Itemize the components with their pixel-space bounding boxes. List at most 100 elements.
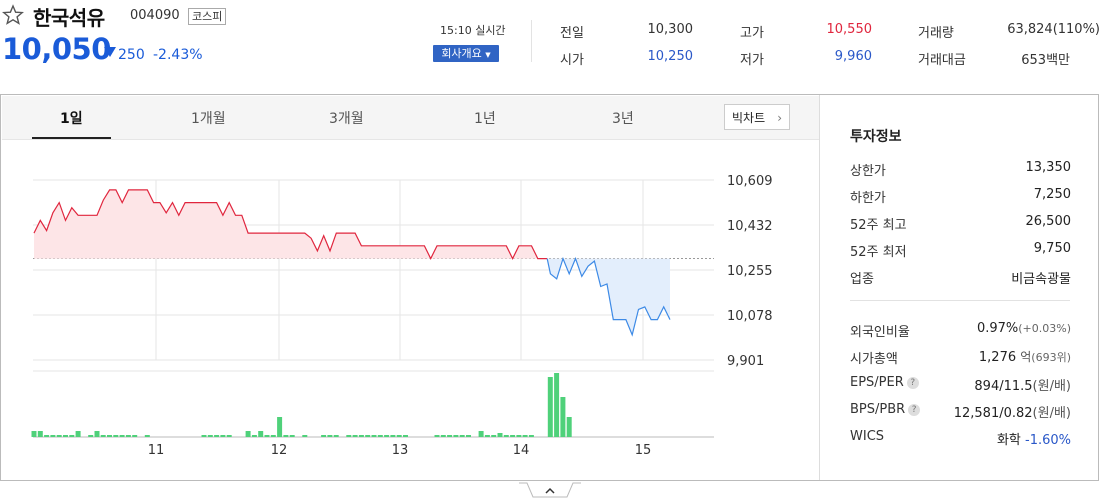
panel-divider bbox=[819, 95, 820, 480]
volume-bar bbox=[560, 397, 566, 437]
upper-limit-label: 상한가 bbox=[850, 164, 886, 179]
volume-bar bbox=[434, 435, 440, 437]
x-tick-label: 12 bbox=[271, 443, 288, 458]
volume-bar bbox=[377, 435, 383, 437]
header-divider bbox=[531, 20, 532, 62]
market-cap-rank: (693위) bbox=[1031, 351, 1071, 364]
prev-close-value: 10,300 bbox=[647, 22, 694, 37]
volume-bar bbox=[220, 435, 226, 437]
volume-bar bbox=[503, 435, 509, 437]
volume-bar bbox=[384, 435, 390, 437]
y-tick-label: 10,255 bbox=[727, 264, 773, 279]
eps-per-text: EPS/PER bbox=[850, 375, 904, 390]
low-52week-label: 52주 최저 bbox=[850, 245, 907, 260]
big-chart-button[interactable]: 빅차트 › bbox=[724, 104, 790, 130]
volume-bar bbox=[371, 435, 377, 437]
price-change-percent: -2.43% bbox=[153, 47, 203, 63]
eps-per-label: EPS/PER? bbox=[850, 375, 919, 390]
market-cap-label: 시가총액 bbox=[850, 352, 898, 367]
volume-bar bbox=[132, 435, 138, 437]
open-label: 시가 bbox=[560, 53, 584, 68]
volume-bar bbox=[491, 435, 497, 437]
volume-bar bbox=[264, 435, 270, 437]
volume-bar bbox=[226, 435, 232, 437]
volume-bar bbox=[302, 435, 308, 437]
volume-bar bbox=[88, 435, 94, 437]
low-52week-value: 9,750 bbox=[1033, 241, 1071, 256]
volume-bar bbox=[528, 435, 534, 437]
price-line bbox=[33, 189, 671, 337]
volume-bar bbox=[352, 435, 358, 437]
volume-label: 거래량 bbox=[918, 26, 954, 41]
sector-label: 업종 bbox=[850, 272, 874, 287]
foreign-ratio-label: 외국인비율 bbox=[850, 325, 910, 340]
volume-bar bbox=[283, 435, 289, 437]
tab-1year[interactable]: 1년 bbox=[474, 111, 496, 127]
stock-header: 한국석유 004090 코스피 10,050 250 -2.43% 15:10 … bbox=[0, 0, 1100, 92]
volume-bar bbox=[453, 435, 459, 437]
foreign-ratio-change: (+0.03%) bbox=[1018, 322, 1071, 335]
bps-pbr-unit: (원/배) bbox=[1032, 406, 1071, 421]
tab-1day[interactable]: 1일 bbox=[60, 111, 83, 127]
realtime-label: 15:10 실시간 bbox=[440, 24, 506, 37]
tab-1month[interactable]: 1개월 bbox=[191, 111, 226, 127]
high-label: 고가 bbox=[740, 26, 764, 41]
wics-label: WICS bbox=[850, 429, 885, 444]
y-tick-label: 10,078 bbox=[727, 309, 773, 324]
stock-code: 004090 bbox=[130, 8, 180, 23]
price-axis: 10,609 10,432 10,255 10,078 9,901 bbox=[727, 174, 773, 369]
tab-3year[interactable]: 3년 bbox=[612, 111, 634, 127]
intraday-chart[interactable]: 10,609 10,432 10,255 10,078 9,901 11 12 13 14 15 bbox=[1, 139, 819, 479]
volume-bar bbox=[484, 435, 490, 437]
prev-close-label: 전일 bbox=[560, 26, 584, 41]
volume-bar bbox=[403, 435, 408, 437]
caret-down-icon: ▼ bbox=[485, 51, 491, 59]
help-icon[interactable]: ? bbox=[906, 377, 919, 389]
chevron-up-icon bbox=[545, 487, 555, 494]
y-tick-label: 10,432 bbox=[727, 219, 773, 234]
period-tab-bar: 1일 1개월 3개월 1년 3년 빅차트 › bbox=[2, 96, 819, 140]
volume-bar bbox=[201, 435, 207, 437]
eps-per-value: 894/11.5(원/배) bbox=[871, 375, 1071, 394]
volume-bar bbox=[251, 435, 257, 437]
high-value: 10,550 bbox=[826, 22, 873, 37]
bps-pbr-value: 12,581/0.82(원/배) bbox=[871, 402, 1071, 421]
wics-sector[interactable]: 화학 bbox=[996, 433, 1021, 448]
wics-value: 화학 -1.60% bbox=[871, 429, 1071, 448]
tab-3month[interactable]: 3개월 bbox=[329, 111, 364, 127]
wics-change: -1.60% bbox=[1025, 433, 1071, 448]
price-area bbox=[34, 189, 670, 335]
volume-bar bbox=[277, 417, 283, 437]
bps-pbr-label: BPS/PBR? bbox=[850, 402, 921, 417]
volume-bar bbox=[258, 431, 264, 437]
foreign-ratio-value: 0.97%(+0.03%) bbox=[871, 321, 1071, 336]
volume-bar bbox=[207, 435, 213, 437]
help-icon[interactable]: ? bbox=[908, 404, 921, 416]
upper-limit-value: 13,350 bbox=[1025, 160, 1072, 175]
volume-bar bbox=[44, 435, 50, 437]
favorite-star-icon[interactable] bbox=[2, 4, 24, 26]
volume-bar bbox=[396, 435, 402, 437]
bps-pbr-number: 12,581/0.82 bbox=[953, 406, 1033, 421]
volume-bar bbox=[440, 435, 446, 437]
low-value: 9,960 bbox=[834, 49, 872, 64]
investment-info-title: 투자정보 bbox=[850, 129, 902, 145]
collapse-toggle[interactable] bbox=[519, 482, 581, 498]
x-tick-label: 13 bbox=[392, 443, 409, 458]
lower-limit-label: 하한가 bbox=[850, 191, 886, 206]
market-cap-unit: 억 bbox=[1020, 350, 1032, 364]
big-chart-label: 빅차트 bbox=[732, 111, 766, 125]
company-overview-button[interactable]: 회사개요 ▼ bbox=[433, 45, 499, 62]
trading-amount-label: 거래대금 bbox=[918, 53, 966, 68]
volume-bars bbox=[31, 373, 572, 437]
chevron-right-icon: › bbox=[777, 111, 782, 125]
volume-bar bbox=[333, 435, 339, 437]
volume-bar bbox=[125, 435, 131, 437]
chart-panel: 1일 1개월 3개월 1년 3년 빅차트 › 10,609 10,432 10,25… bbox=[0, 94, 1099, 481]
sector-value[interactable]: 비금속광물 bbox=[1011, 272, 1071, 287]
volume-bar bbox=[358, 435, 364, 437]
open-value: 10,250 bbox=[647, 49, 694, 64]
up-line bbox=[33, 189, 548, 260]
market-badge: 코스피 bbox=[188, 8, 227, 25]
volume-bar bbox=[390, 435, 396, 437]
